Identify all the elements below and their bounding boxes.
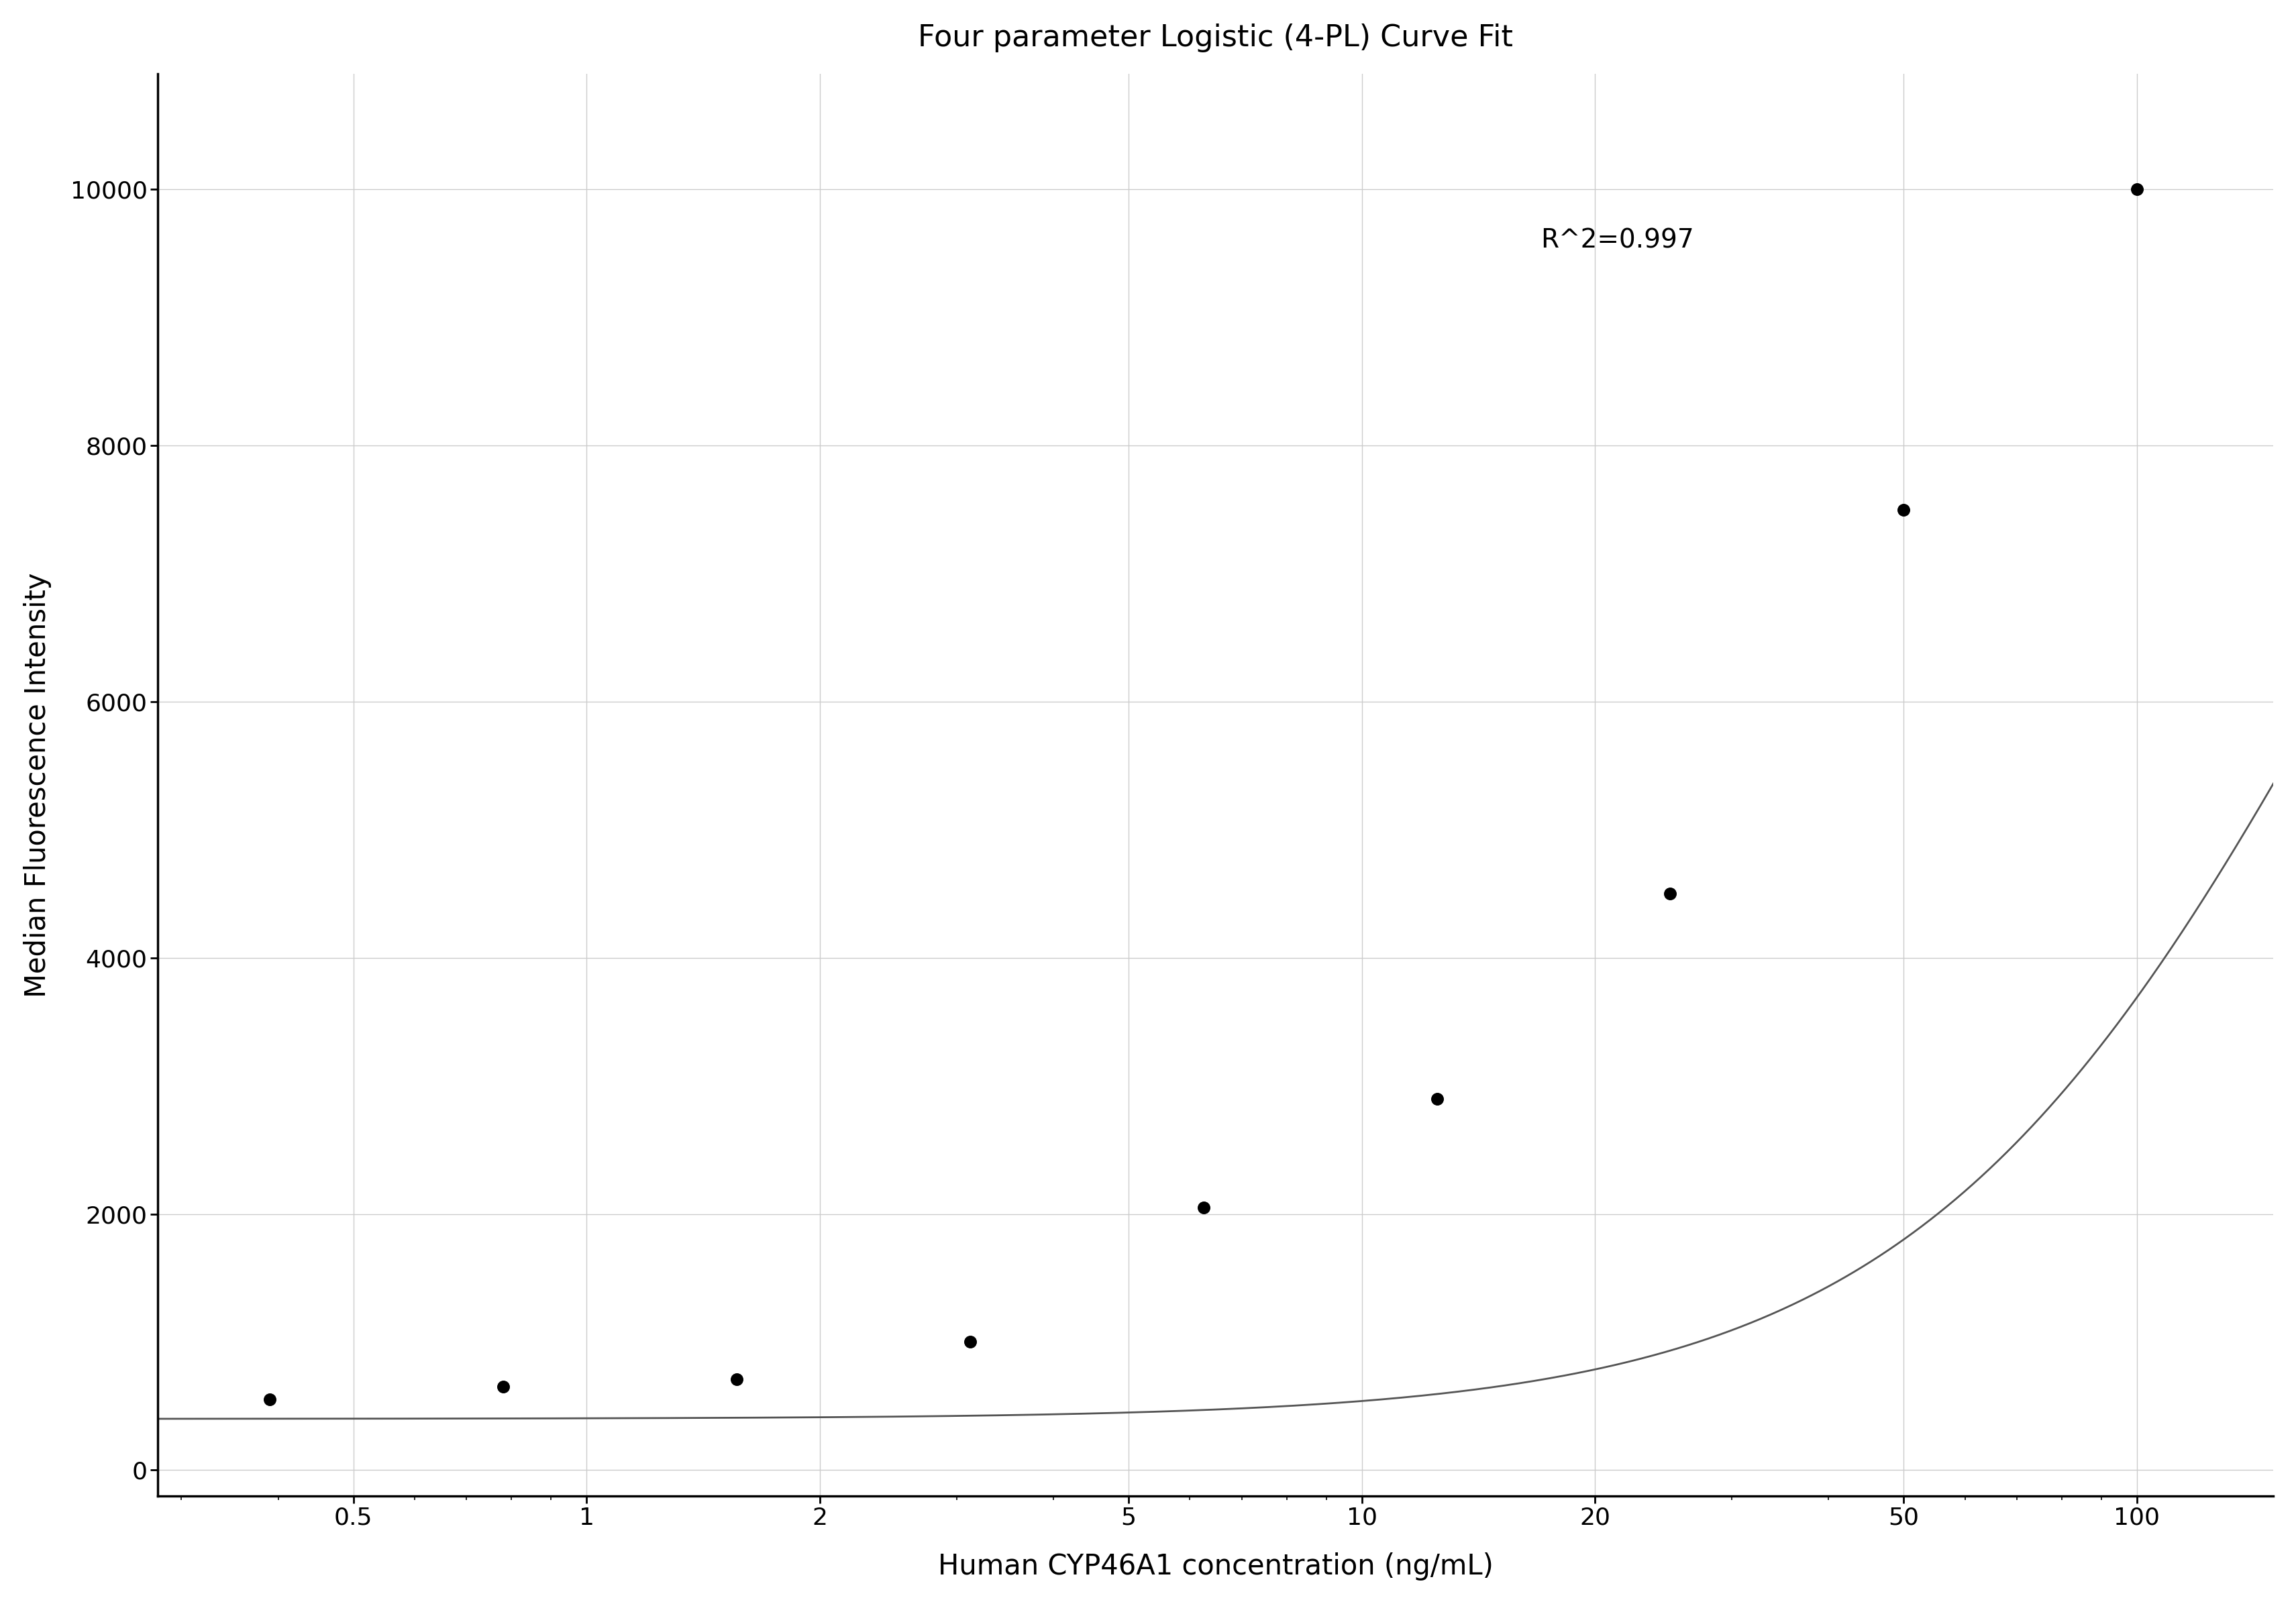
Point [1885, 497, 1922, 523]
Point [484, 1375, 521, 1400]
Title: Four parameter Logistic (4-PL) Curve Fit: Four parameter Logistic (4-PL) Curve Fit [918, 24, 1513, 53]
Point [719, 1367, 755, 1392]
X-axis label: Human CYP46A1 concentration (ng/mL): Human CYP46A1 concentration (ng/mL) [937, 1553, 1492, 1580]
Point [2117, 176, 2154, 202]
Text: R^2=0.997: R^2=0.997 [1541, 228, 1694, 253]
Point [1185, 1195, 1221, 1221]
Point [250, 1387, 287, 1413]
Point [1651, 881, 1688, 906]
Point [1419, 1086, 1456, 1112]
Point [951, 1330, 987, 1355]
Y-axis label: Median Fluorescence Intensity: Median Fluorescence Intensity [23, 573, 51, 998]
